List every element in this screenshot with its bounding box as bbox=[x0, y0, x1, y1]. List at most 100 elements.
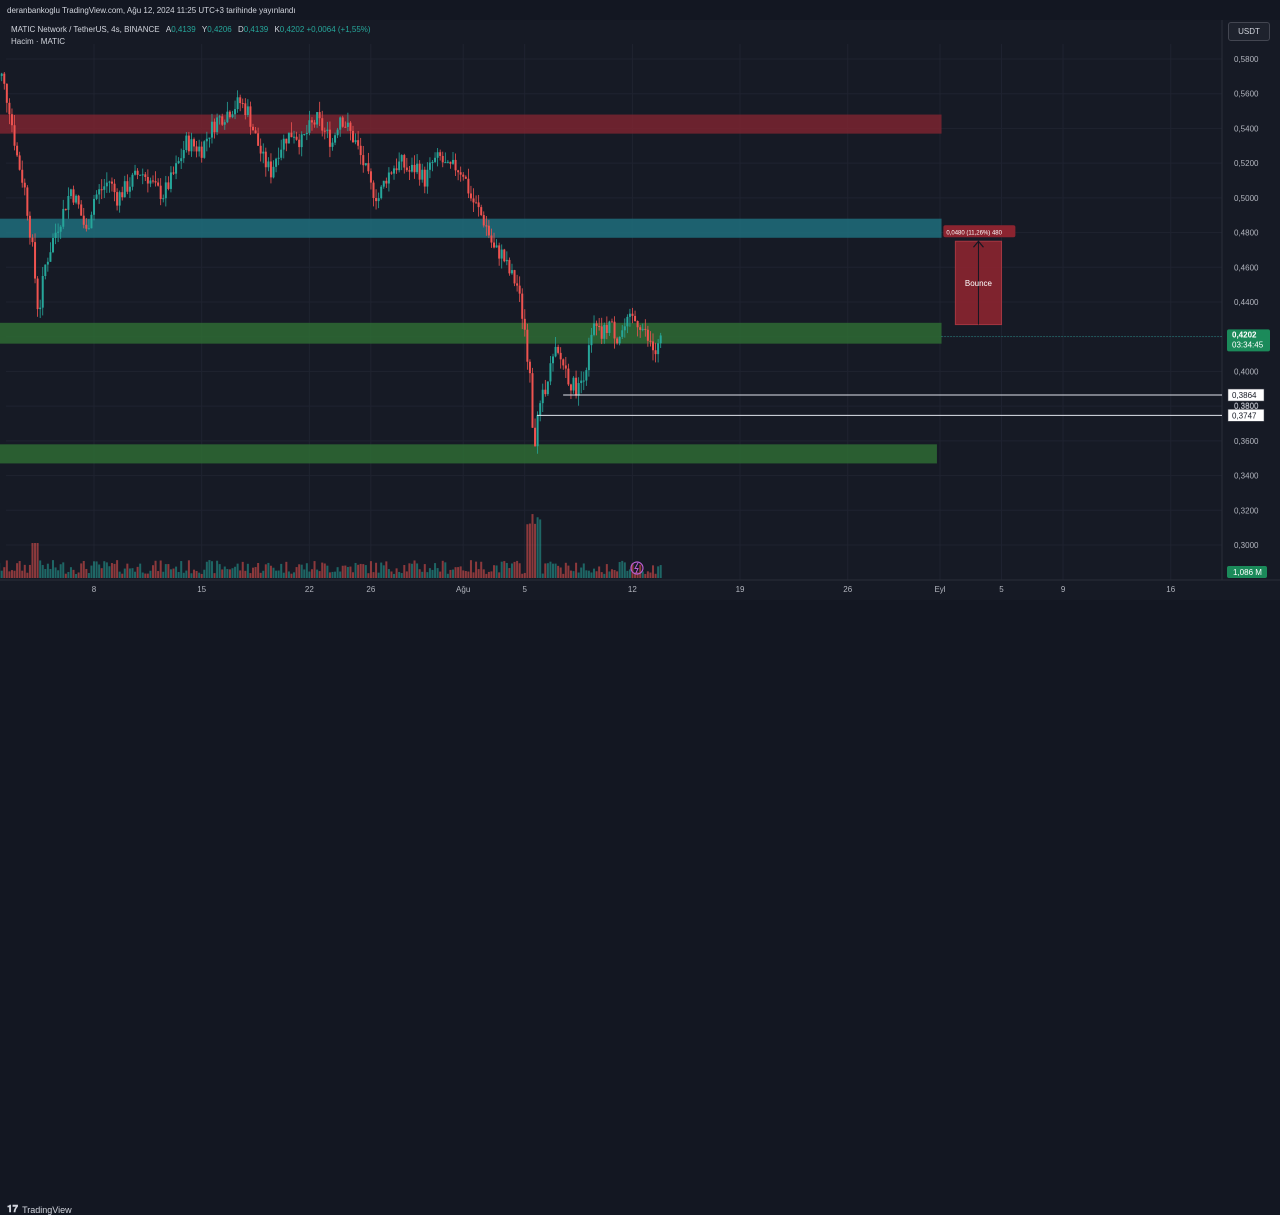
candle-body[interactable] bbox=[42, 276, 44, 308]
candle-body[interactable] bbox=[383, 181, 385, 187]
candle-body[interactable] bbox=[470, 193, 472, 198]
candle-body[interactable] bbox=[265, 152, 267, 168]
candle-body[interactable] bbox=[326, 130, 328, 131]
candle-body[interactable] bbox=[193, 139, 195, 146]
candle-body[interactable] bbox=[62, 209, 64, 227]
candle-body[interactable] bbox=[634, 316, 636, 321]
candle-body[interactable] bbox=[380, 187, 382, 198]
candle-body[interactable] bbox=[631, 314, 633, 316]
candle-body[interactable] bbox=[106, 183, 108, 187]
candle-body[interactable] bbox=[352, 131, 354, 142]
candle-body[interactable] bbox=[285, 139, 287, 144]
candle-body[interactable] bbox=[52, 238, 54, 252]
candle-body[interactable] bbox=[637, 321, 639, 327]
candle-body[interactable] bbox=[278, 158, 280, 159]
candle-body[interactable] bbox=[414, 165, 416, 172]
candle-body[interactable] bbox=[83, 216, 85, 225]
candle-body[interactable] bbox=[157, 182, 159, 185]
candle-body[interactable] bbox=[396, 168, 398, 170]
candle-body[interactable] bbox=[329, 130, 331, 147]
candle-body[interactable] bbox=[306, 133, 308, 134]
candle-body[interactable] bbox=[629, 314, 631, 317]
candle-body[interactable] bbox=[70, 189, 72, 196]
candle-body[interactable] bbox=[598, 326, 600, 327]
candle-body[interactable] bbox=[103, 186, 105, 190]
candle-body[interactable] bbox=[44, 265, 46, 276]
candle-body[interactable] bbox=[175, 163, 177, 173]
candle-body[interactable] bbox=[639, 327, 641, 330]
candle-body[interactable] bbox=[57, 232, 59, 233]
candle-body[interactable] bbox=[108, 182, 110, 183]
candle-body[interactable] bbox=[480, 207, 482, 215]
candle-body[interactable] bbox=[580, 381, 582, 383]
candle-body[interactable] bbox=[416, 164, 418, 172]
candle-body[interactable] bbox=[208, 138, 210, 139]
candle-body[interactable] bbox=[78, 196, 80, 205]
candle-body[interactable] bbox=[442, 156, 444, 162]
tradingview-logo[interactable]: 𝟏𝟕 TradingView bbox=[7, 1204, 72, 1215]
candle-body[interactable] bbox=[144, 174, 146, 177]
candle-body[interactable] bbox=[506, 260, 508, 261]
candle-body[interactable] bbox=[444, 162, 446, 163]
candle-body[interactable] bbox=[234, 109, 236, 114]
candle-body[interactable] bbox=[455, 160, 457, 170]
candle-body[interactable] bbox=[93, 199, 95, 215]
candle-body[interactable] bbox=[244, 103, 246, 115]
candle-body[interactable] bbox=[434, 158, 436, 162]
candle-body[interactable] bbox=[316, 112, 318, 124]
symbol-title[interactable]: MATIC Network / TetherUS, 4s, BINANCE bbox=[11, 25, 160, 34]
candle-body[interactable] bbox=[478, 202, 480, 207]
candle-body[interactable] bbox=[552, 356, 554, 363]
candle-body[interactable] bbox=[357, 140, 359, 146]
candle-body[interactable] bbox=[655, 350, 657, 354]
candle-body[interactable] bbox=[188, 136, 190, 152]
candle-body[interactable] bbox=[6, 84, 8, 103]
candle-body[interactable] bbox=[252, 127, 254, 131]
candle-body[interactable] bbox=[567, 369, 569, 385]
candle-body[interactable] bbox=[101, 189, 103, 190]
candle-body[interactable] bbox=[206, 139, 208, 142]
candle-body[interactable] bbox=[75, 196, 77, 203]
candle-body[interactable] bbox=[139, 175, 141, 176]
candle-body[interactable] bbox=[437, 152, 439, 158]
candle-body[interactable] bbox=[111, 182, 113, 184]
candle-body[interactable] bbox=[426, 170, 428, 187]
candle-body[interactable] bbox=[21, 170, 23, 183]
candle-body[interactable] bbox=[190, 139, 192, 151]
candle-body[interactable] bbox=[37, 279, 39, 310]
candle-body[interactable] bbox=[593, 323, 595, 334]
candle-body[interactable] bbox=[501, 250, 503, 259]
candle-body[interactable] bbox=[167, 182, 169, 189]
candle-body[interactable] bbox=[126, 181, 128, 192]
candle-body[interactable] bbox=[462, 175, 464, 177]
candle-body[interactable] bbox=[398, 162, 400, 171]
candle-body[interactable] bbox=[485, 225, 487, 226]
candle-body[interactable] bbox=[331, 143, 333, 147]
candle-body[interactable] bbox=[406, 168, 408, 171]
candle-body[interactable] bbox=[342, 117, 344, 126]
candle-body[interactable] bbox=[375, 198, 377, 201]
candle-body[interactable] bbox=[606, 325, 608, 333]
candle-body[interactable] bbox=[473, 198, 475, 202]
candle-body[interactable] bbox=[173, 172, 175, 173]
candle-body[interactable] bbox=[152, 180, 154, 181]
candle-body[interactable] bbox=[457, 170, 459, 172]
candle-body[interactable] bbox=[211, 122, 213, 138]
candle-body[interactable] bbox=[221, 116, 223, 124]
candle-body[interactable] bbox=[229, 112, 231, 117]
candle-body[interactable] bbox=[170, 172, 172, 189]
candle-body[interactable] bbox=[401, 155, 403, 161]
candle-body[interactable] bbox=[290, 133, 292, 138]
candle-body[interactable] bbox=[644, 329, 646, 330]
candle-body[interactable] bbox=[24, 183, 26, 188]
candle-body[interactable] bbox=[514, 270, 516, 283]
candle-body[interactable] bbox=[11, 114, 13, 125]
candle-body[interactable] bbox=[39, 308, 41, 309]
chart-canvas[interactable]: 0,38640,37470,38000,58000,56000,54000,52… bbox=[0, 0, 1280, 600]
candle-body[interactable] bbox=[537, 415, 539, 446]
candle-body[interactable] bbox=[201, 147, 203, 158]
candle-body[interactable] bbox=[147, 177, 149, 184]
candle-body[interactable] bbox=[178, 161, 180, 163]
candle-body[interactable] bbox=[465, 177, 467, 179]
candle-body[interactable] bbox=[124, 181, 126, 197]
